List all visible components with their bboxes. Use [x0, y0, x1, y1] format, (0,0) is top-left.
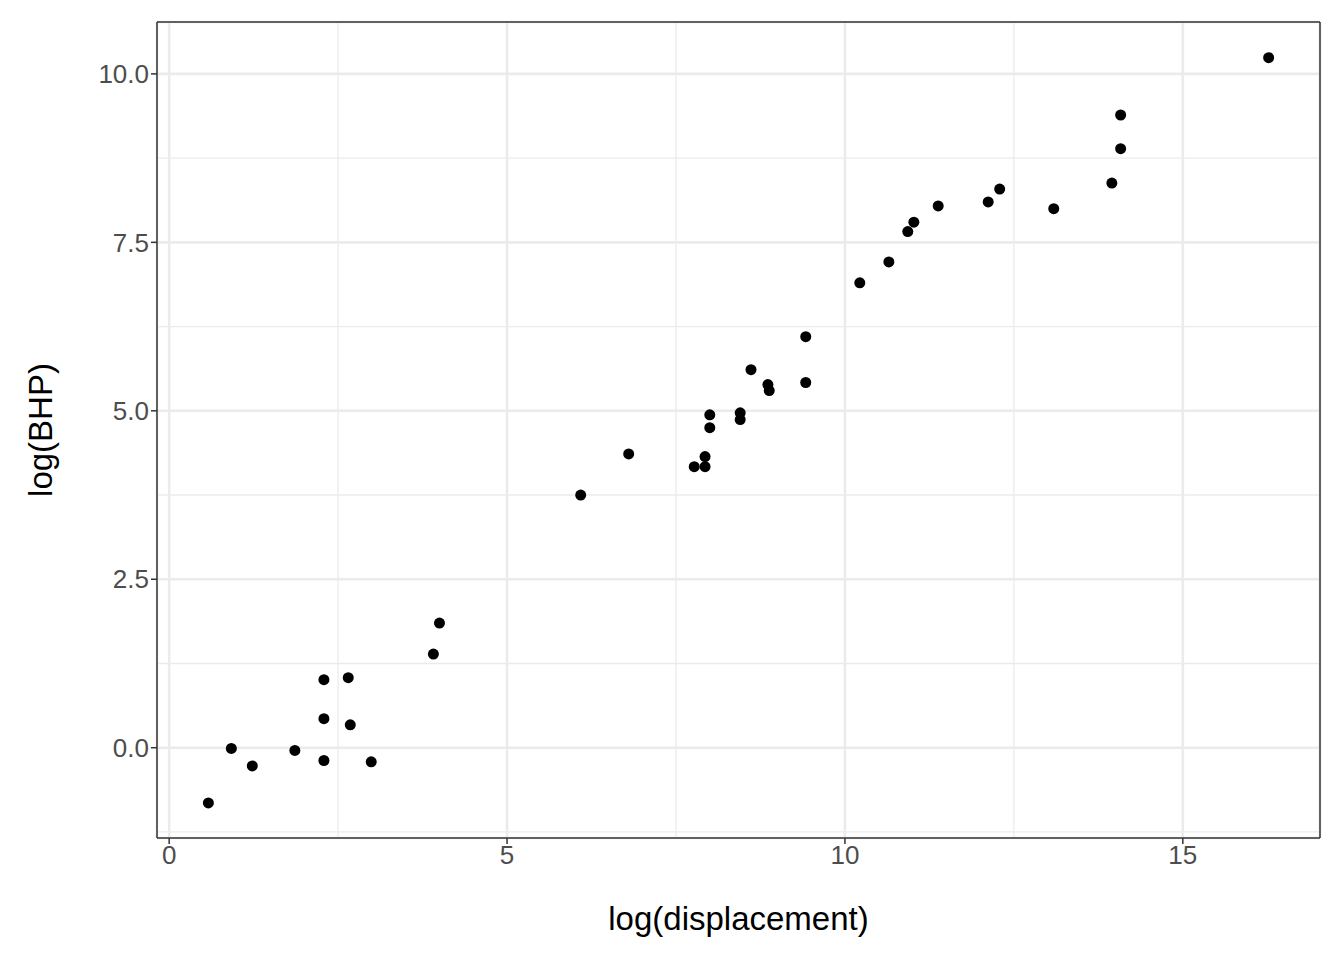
svg-text:log(BHP): log(BHP) [22, 363, 59, 497]
svg-text:7.5: 7.5 [113, 228, 149, 258]
svg-text:5: 5 [500, 840, 514, 870]
svg-text:10.0: 10.0 [98, 59, 149, 89]
svg-text:0: 0 [162, 840, 176, 870]
svg-text:2.5: 2.5 [113, 564, 149, 594]
svg-text:0.0: 0.0 [113, 733, 149, 763]
svg-text:10: 10 [830, 840, 859, 870]
svg-text:log(displacement): log(displacement) [608, 900, 868, 937]
svg-text:15: 15 [1168, 840, 1197, 870]
svg-text:5.0: 5.0 [113, 396, 149, 426]
